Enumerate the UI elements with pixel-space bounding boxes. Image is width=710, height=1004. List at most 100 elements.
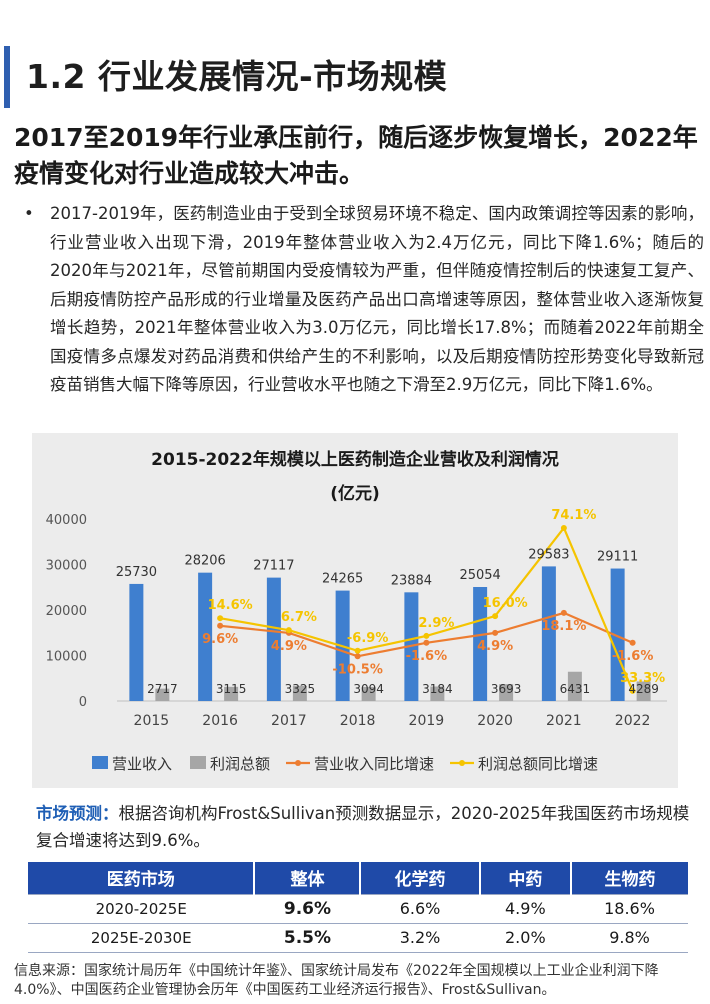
- revenue-growth-line-point: [354, 653, 361, 660]
- forecast-text: 根据咨询机构Frost&Sullivan预测数据显示，2020-2025年我国医…: [36, 804, 690, 850]
- revenue-growth-label: 4.9%: [477, 639, 513, 654]
- revenue-growth-label: -1.6%: [612, 649, 653, 664]
- headline: 2017至2019年行业承压前行，随后逐步恢复增长，2022年疫情变化对行业造成…: [14, 123, 698, 188]
- profit-bar: [292, 685, 307, 701]
- profit-growth-line-point: [560, 524, 567, 531]
- table-cell: 2025E-2030E: [28, 923, 255, 953]
- revenue-growth-line-point: [423, 639, 430, 646]
- table-cell: 4.9%: [479, 893, 572, 924]
- x-tick-label: 2019: [409, 713, 445, 729]
- page-title: 1.2 行业发展情况-市场规模: [26, 57, 448, 96]
- source-note: 信息来源：国家统计局历年《中国统计年鉴》、国家统计局发布《2022年全国规模以上…: [14, 963, 659, 998]
- y-tick-label: 20000: [46, 604, 87, 619]
- profit-bar: [567, 671, 582, 701]
- profit-growth-line-point: [492, 613, 499, 620]
- chart-title: 2015-2022年规模以上医药制造企业营收及利润情况: [151, 449, 559, 470]
- profit-value-label: 6431: [560, 682, 591, 696]
- profit-growth-label: 74.1%: [551, 508, 596, 523]
- x-tick-label: 2022: [615, 713, 651, 729]
- table-header-row: 医药市场 整体 化学药 中药 生物药: [28, 862, 688, 894]
- body-paragraph: 2017-2019年，医药制造业由于受到全球贸易环境不稳定、国内政策调控等因素的…: [50, 204, 704, 394]
- table-cell: 2.0%: [479, 923, 572, 953]
- legend-swatch: [92, 756, 108, 769]
- revenue-growth-line-point: [560, 609, 567, 616]
- profit-bar: [155, 688, 170, 701]
- table-row: 2025E-2030E 5.5% 3.2% 2.0% 9.8%: [28, 923, 688, 953]
- profit-growth-label: 33.3%: [620, 671, 665, 686]
- y-tick-label: 30000: [46, 559, 87, 574]
- profit-growth-line-point: [629, 687, 636, 694]
- profit-growth-label: 16.0%: [483, 596, 528, 611]
- profit-bar: [361, 686, 376, 701]
- revenue-growth-label: 9.6%: [202, 632, 238, 647]
- legend-label: 利润总额: [210, 755, 270, 773]
- table-cell: 2020-2025E: [28, 893, 255, 924]
- profit-bar: [224, 686, 239, 701]
- forecast-table: 医药市场 整体 化学药 中药 生物药 2020-2025E 9.6% 6.6% …: [28, 862, 688, 953]
- chart-subtitle: (亿元): [330, 483, 380, 504]
- legend-line-marker: [295, 760, 301, 766]
- profit-value-label: 3184: [422, 682, 453, 696]
- profit-value-label: 3325: [285, 682, 316, 696]
- table-cell: 9.6%: [254, 893, 361, 924]
- x-tick-label: 2021: [546, 713, 582, 729]
- table-header-cell: 中药: [479, 862, 573, 894]
- profit-bar: [499, 684, 514, 701]
- y-tick-label: 10000: [46, 650, 87, 665]
- revenue-growth-line-point: [629, 639, 636, 646]
- revenue-value-label: 29583: [528, 547, 569, 562]
- legend-swatch: [190, 756, 206, 769]
- revenue-value-label: 29111: [597, 550, 638, 565]
- table-header-cell: 整体: [254, 862, 362, 894]
- profit-growth-line-point: [285, 627, 292, 634]
- revenue-value-label: 27117: [253, 559, 294, 574]
- revenue-growth-label: 4.9%: [271, 639, 307, 654]
- profit-value-label: 2717: [147, 682, 178, 696]
- revenue-value-label: 23884: [391, 573, 432, 588]
- y-tick-label: 0: [79, 695, 87, 710]
- table-cell: 18.6%: [571, 893, 688, 924]
- profit-bar: [430, 686, 445, 701]
- revenue-bar: [610, 568, 625, 701]
- revenue-growth-label: 18.1%: [541, 619, 586, 634]
- revenue-value-label: 28206: [184, 554, 225, 569]
- profit-growth-label: -6.9%: [347, 631, 388, 646]
- profit-growth-label: 14.6%: [208, 598, 253, 613]
- table-row: 2020-2025E 9.6% 6.6% 4.9% 18.6%: [28, 893, 688, 924]
- forecast-section: 市场预测：根据咨询机构Frost&Sullivan预测数据显示，2020-202…: [36, 800, 696, 854]
- profit-value-label: 4289: [628, 682, 659, 696]
- legend-label: 营业收入同比增速: [314, 755, 434, 773]
- profit-growth-line-point: [423, 632, 430, 639]
- x-tick-label: 2018: [340, 713, 376, 729]
- revenue-bar: [198, 572, 213, 701]
- revenue-value-label: 25054: [459, 568, 500, 583]
- revenue-growth-line-point: [492, 629, 499, 636]
- profit-value-label: 3693: [491, 682, 522, 696]
- profit-growth-label: 2.9%: [418, 616, 454, 631]
- table-header-cell: 生物药: [571, 862, 688, 894]
- forecast-table-container: 医药市场 整体 化学药 中药 生物药 2020-2025E 9.6% 6.6% …: [28, 862, 688, 953]
- x-tick-label: 2020: [477, 713, 513, 729]
- profit-growth-label: 6.7%: [281, 610, 317, 625]
- x-tick-label: 2016: [202, 713, 238, 729]
- bullet-icon: •: [24, 204, 34, 223]
- chart-canvas: 2015-2022年规模以上医药制造企业营收及利润情况 (亿元) 0 10000 200…: [46, 449, 667, 773]
- table-cell: 5.5%: [254, 923, 361, 953]
- profit-bar: [636, 681, 651, 701]
- profit-value-label: 3094: [353, 682, 384, 696]
- revenue-growth-label: -10.5%: [332, 662, 383, 677]
- revenue-bar: [541, 566, 556, 701]
- profit-growth-line-point: [354, 647, 361, 654]
- title-accent-bar: [4, 46, 10, 108]
- revenue-bar: [473, 587, 488, 701]
- revenue-bar: [129, 583, 144, 701]
- revenue-value-label: 24265: [322, 572, 363, 587]
- table-header-cell: 医药市场: [28, 862, 256, 894]
- legend-label: 营业收入: [112, 755, 172, 773]
- legend-label: 利润总额同比增速: [478, 755, 598, 773]
- revenue-profit-chart: 2015-2022年规模以上医药制造企业营收及利润情况 (亿元) 0 10000 200…: [32, 433, 678, 788]
- body-section: • 2017-2019年，医药制造业由于受到全球贸易环境不稳定、国内政策调控等因…: [22, 200, 704, 400]
- table-cell: 9.8%: [571, 923, 688, 953]
- table-cell: 6.6%: [360, 893, 480, 924]
- profit-value-label: 3115: [216, 682, 247, 696]
